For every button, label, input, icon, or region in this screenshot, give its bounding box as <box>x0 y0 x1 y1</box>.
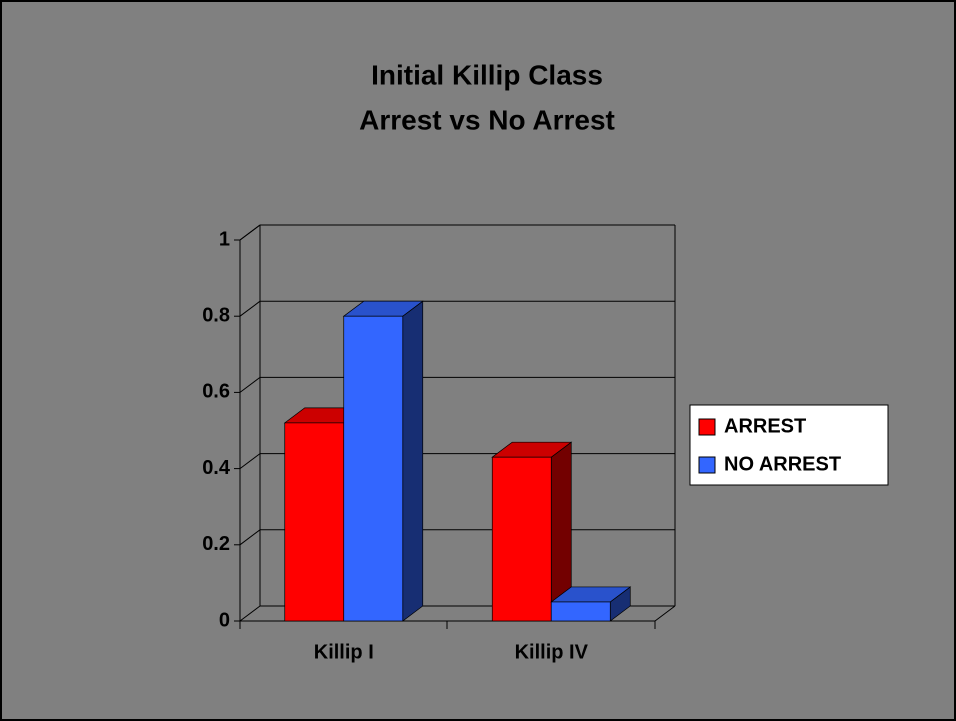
grid-line <box>239 453 261 470</box>
bar <box>491 456 552 622</box>
grid-line <box>239 605 261 622</box>
grid-line <box>239 529 261 546</box>
y-tick-label: 1 <box>219 228 230 250</box>
grid-line <box>239 300 261 317</box>
x-tick-label: Killip I <box>314 641 374 663</box>
bar <box>550 601 611 622</box>
bar <box>343 315 404 622</box>
legend-swatch <box>698 456 716 474</box>
floor-right <box>654 605 676 622</box>
bar-side <box>402 300 424 622</box>
bar <box>284 422 345 622</box>
y-tick-label: 0 <box>219 609 230 631</box>
legend-label: ARREST <box>724 415 806 437</box>
chart-title: Initial Killip Class <box>371 59 603 90</box>
grid-line <box>239 224 261 241</box>
grid-line <box>239 376 261 393</box>
y-tick-label: 0.2 <box>202 533 230 555</box>
x-tick-label: Killip IV <box>515 641 589 663</box>
y-tick-label: 0.6 <box>202 381 230 403</box>
y-tick-label: 0.4 <box>202 457 231 479</box>
legend-box <box>689 404 889 486</box>
y-tick-label: 0.8 <box>202 304 230 326</box>
legend-label: NO ARREST <box>724 453 841 475</box>
legend-swatch <box>698 418 716 436</box>
chart-title: Arrest vs No Arrest <box>359 104 615 135</box>
